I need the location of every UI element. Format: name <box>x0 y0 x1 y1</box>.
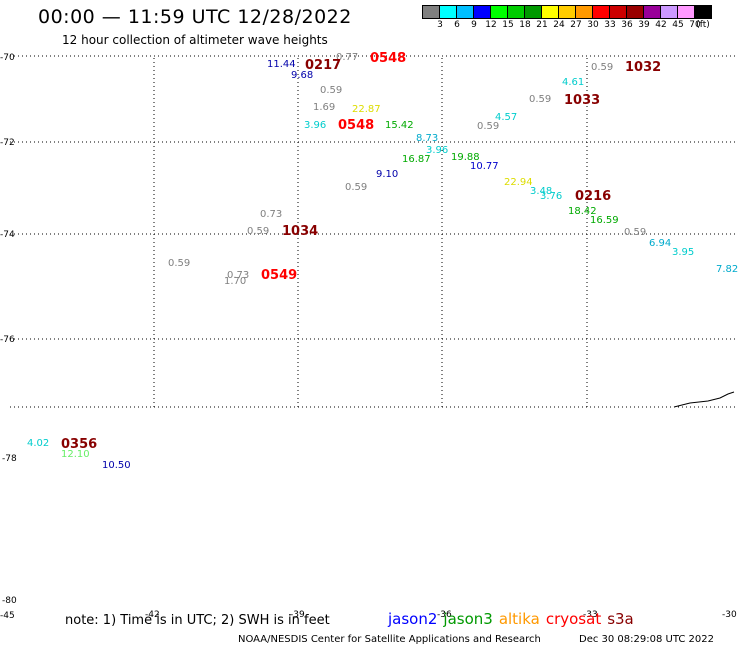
longitude-label: -42 <box>145 610 160 620</box>
legend-label: 9 <box>471 20 477 30</box>
pass-time-label: 1033 <box>564 93 600 108</box>
wave-height-values: 11.449.680.770.591.69 22.873.96 15.424.610… <box>27 52 738 471</box>
latitude-label: -70 <box>0 53 15 63</box>
wave-height-value: 0.59 <box>477 121 499 132</box>
wave-height-value: 8.73 <box>416 133 438 144</box>
wave-height-value: 4.02 <box>27 438 49 449</box>
latitude-label: -76 <box>0 335 15 345</box>
satellite-legend-item: jason3 <box>443 610 493 628</box>
satellite-legend-item: altika <box>498 610 540 628</box>
wave-height-value: 6.94 <box>649 238 671 249</box>
wave-height-value: 0.59 <box>320 85 342 96</box>
legend-label: 27 <box>570 20 582 30</box>
wave-height-value: 4.57 <box>495 112 517 123</box>
legend-label: 3 <box>437 20 443 30</box>
wave-height-value: 15.42 <box>385 120 414 131</box>
satellite-legend-item: s3a <box>607 610 634 628</box>
wave-height-value: 0.59 <box>345 182 367 193</box>
wave-height-value: 9.68 <box>291 70 313 81</box>
credit-line: NOAA/NESDIS Center for Satellite Applica… <box>238 634 541 645</box>
pass-time-label: 0216 <box>575 189 611 204</box>
coastline-path <box>673 391 735 408</box>
wave-height-value: 0.59 <box>168 258 190 269</box>
longitude-label: -30 <box>722 610 737 620</box>
latitude-label: -74 <box>0 230 15 240</box>
page-title: 00:00 — 11:59 UTC 12/28/2022 <box>38 6 352 28</box>
pass-time-label: 0549 <box>261 268 297 283</box>
wave-height-value: 0.77 <box>336 52 358 63</box>
latitude-label: -78 <box>2 454 17 464</box>
footer-note: note: 1) Time is in UTC; 2) SWH is in fe… <box>65 613 330 628</box>
satellite-legend-item: jason2 <box>388 610 438 628</box>
wave-height-value: 1.69 <box>313 102 335 113</box>
wave-height-value: 11.44 <box>267 59 296 70</box>
legend-label: (ft) <box>696 20 710 30</box>
wave-height-value: 16.59 <box>590 215 619 226</box>
legend-label: 42 <box>655 20 667 30</box>
legend-swatches <box>422 5 712 19</box>
latitude-label: -80 <box>2 596 17 606</box>
wave-height-value: 4.61 <box>562 77 584 88</box>
wave-height-value: 0.59 <box>591 62 613 73</box>
wave-height-value: 3.95 <box>672 247 694 258</box>
wave-height-value: 10.50 <box>102 460 131 471</box>
wave-height-value: 18.42 <box>568 206 597 217</box>
wave-height-value: 0.59 <box>624 227 646 238</box>
pass-time-label: 0548 <box>338 118 374 133</box>
legend-label: 15 <box>502 20 514 30</box>
legend-label: 70 <box>689 20 701 30</box>
legend-label: 45 <box>672 20 684 30</box>
latitude-label: -72 <box>0 138 15 148</box>
longitude-label: -36 <box>437 610 452 620</box>
wave-height-value: 12.10 <box>61 449 90 460</box>
pass-time-label: 0356 <box>61 437 97 452</box>
wave-height-value: 9.10 <box>376 169 398 180</box>
wave-height-value: 3.96 <box>426 145 448 156</box>
wave-height-value: 7.82 <box>716 264 738 275</box>
wave-height-value: 10.77 <box>470 161 499 172</box>
wave-height-value: 1.70 <box>224 276 246 287</box>
wave-height-value: 22.87 <box>352 104 381 115</box>
wave-height-value: 0.73 <box>227 270 249 281</box>
wave-height-value: 3.96 <box>304 120 326 131</box>
coastline <box>673 391 735 408</box>
latitude-label: -45 <box>0 611 15 621</box>
satellite-legend-item: cryosat <box>545 610 602 628</box>
pass-time-labels: 0217 0548 0548 1032 1033 0216 1034 0549 0356 <box>61 51 661 452</box>
wave-height-value: 19.88 <box>451 152 480 163</box>
graticule <box>10 55 735 408</box>
legend-label: 21 <box>536 20 548 30</box>
wave-height-value: 16.87 <box>402 154 431 165</box>
legend-label: 30 <box>587 20 599 30</box>
wave-height-value: 22.94 <box>504 177 533 188</box>
legend-label: 6 <box>454 20 460 30</box>
wave-height-value: 0.59 <box>247 226 269 237</box>
pass-time-label: 0217 <box>305 58 341 73</box>
page-subtitle: 12 hour collection of altimeter wave hei… <box>62 33 328 47</box>
wave-height-value: 3.48 <box>530 186 552 197</box>
legend-label: 24 <box>553 20 565 30</box>
longitude-label: -39 <box>290 610 305 620</box>
legend-label: 18 <box>519 20 531 30</box>
axis-labels: -70 -72 -74 -76 -78 -80 -45 -42 -39 -36 -33 -30 <box>0 53 737 621</box>
color-scale-legend: 3 6 9 12 15 18 21 24 27 30 33 36 39 42 45 70 (ft) <box>422 5 712 31</box>
pass-time-label: 1034 <box>282 224 318 239</box>
satellite-legend: jason2 jason3 altika cryosat s3a <box>388 610 640 628</box>
legend-labels: 3 6 9 12 15 18 21 24 27 30 33 36 39 42 45 70 (ft) <box>422 19 711 31</box>
legend-label: 36 <box>621 20 633 30</box>
legend-label: 33 <box>604 20 616 30</box>
legend-label: 12 <box>485 20 497 30</box>
wave-height-value: 3.76 <box>540 191 562 202</box>
generated-timestamp: Dec 30 08:29:08 UTC 2022 <box>579 634 714 645</box>
legend-label: 39 <box>638 20 650 30</box>
wave-height-value: 0.59 <box>529 94 551 105</box>
longitude-label: -33 <box>583 610 598 620</box>
legend-swatch <box>694 5 712 19</box>
pass-time-label: 1032 <box>625 60 661 75</box>
wave-height-value: 0.73 <box>260 209 282 220</box>
pass-time-label: 0548 <box>370 51 406 66</box>
